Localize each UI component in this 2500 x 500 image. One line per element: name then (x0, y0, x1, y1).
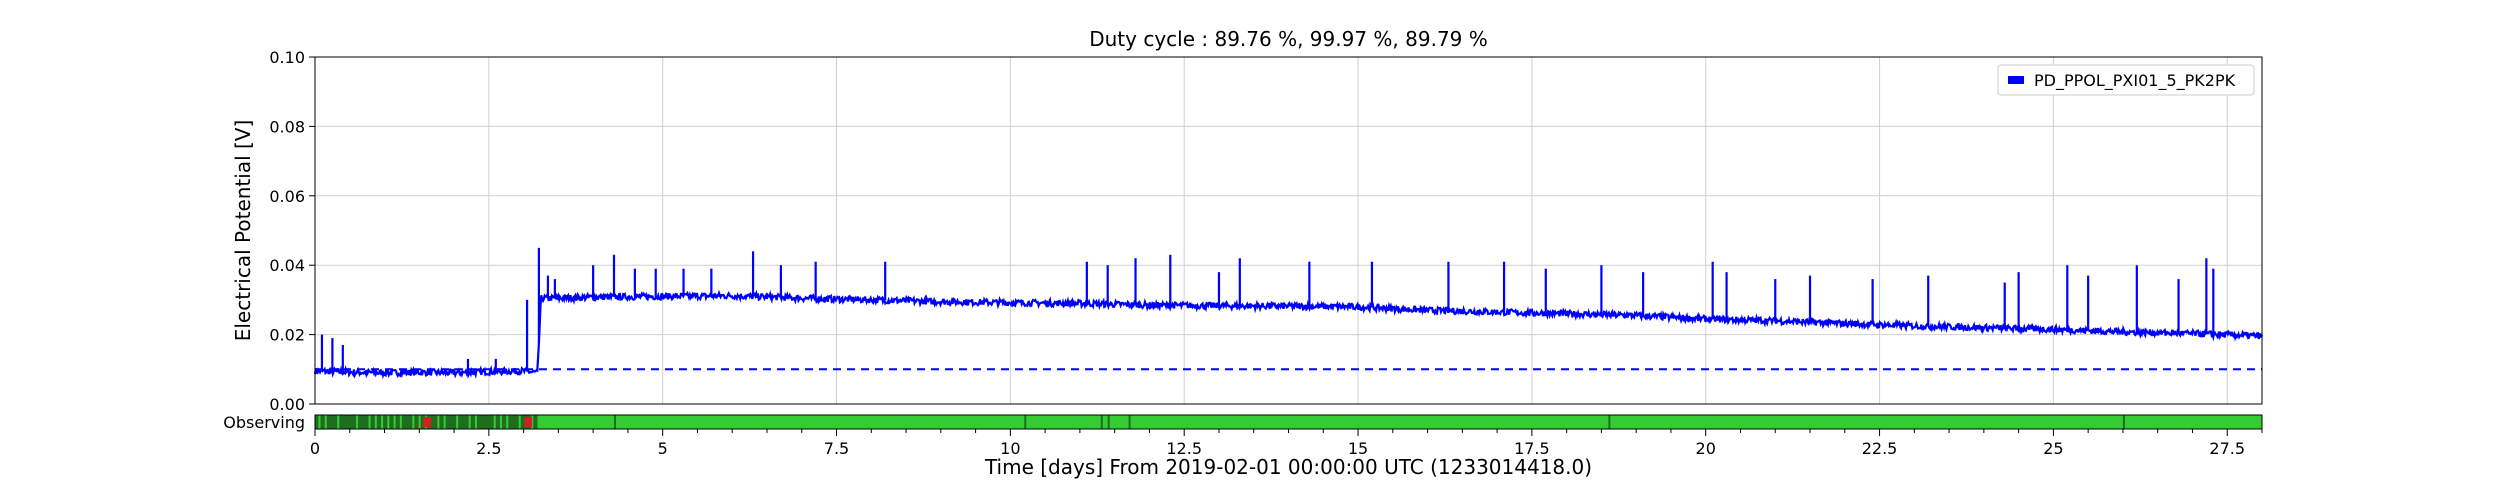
observing-gap (1608, 415, 1611, 429)
x-tick-label: 25 (2043, 439, 2063, 458)
y-tick-label: 0.00 (269, 395, 305, 414)
legend-box (1997, 64, 2255, 96)
observing-flag (423, 417, 432, 427)
x-tick-label: 15 (1348, 439, 1368, 458)
observing-speckle (512, 415, 515, 429)
x-tick-label: 0 (310, 439, 320, 458)
series-group (313, 247, 2264, 380)
series-line (313, 289, 2264, 380)
x-tick-label: 12.5 (1166, 439, 1202, 458)
observing-speckle (474, 415, 477, 429)
observing-bar-frame (314, 414, 2263, 430)
observing-speckle (537, 415, 540, 429)
x-tick-label: 27.5 (2209, 439, 2245, 458)
observing-speckle (406, 415, 409, 429)
observing-speckle (368, 415, 371, 429)
x-tick-label: 5 (658, 439, 668, 458)
observing-state-bar (314, 414, 2263, 430)
observing-speckle (493, 415, 496, 429)
observing-speckle (481, 415, 484, 429)
y-tick-label: 0.02 (269, 326, 305, 345)
observing-gap (614, 415, 617, 429)
x-tick-label: 7.5 (824, 439, 849, 458)
observing-speckle (330, 415, 333, 429)
plot-frame (314, 56, 2263, 405)
observing-speckle (318, 415, 321, 429)
observing-speckle (437, 415, 440, 429)
observing-speckle (374, 415, 377, 429)
observing-gap (1128, 415, 1131, 429)
observing-speckle (337, 415, 340, 429)
y-tick-label: 0.08 (269, 117, 305, 136)
y-tick-label: 0.10 (269, 48, 305, 67)
observing-speckle (324, 415, 327, 429)
observing-speckle (418, 415, 421, 429)
observing-speckle (349, 415, 352, 429)
y-tick-label: 0.04 (269, 256, 305, 275)
observing-speckle (393, 415, 396, 429)
x-axis-label: Time [days] From 2019-02-01 00:00:00 UTC… (984, 455, 1592, 479)
observing-gap (1107, 415, 1110, 429)
observing-speckle (487, 415, 490, 429)
observing-speckle (412, 415, 415, 429)
observing-speckle (431, 415, 434, 429)
observing-speckle (462, 415, 465, 429)
observing-speckle (381, 415, 384, 429)
x-tick-label: 20 (1696, 439, 1716, 458)
observing-speckle (399, 415, 402, 429)
x-tick-label: 22.5 (1862, 439, 1898, 458)
observing-speckle (506, 415, 509, 429)
legend: PD_PPOL_PXI01_5_PK2PK (1997, 64, 2255, 96)
observing-label: Observing (223, 413, 305, 432)
y-axis-label: Electrical Potential [V] (231, 120, 255, 342)
x-axis: 0 2.5 5 7.5 10 12.5 15 17.5 20 22.5 25 27.5 (310, 429, 2263, 458)
x-tick-label: 2.5 (476, 439, 501, 458)
observing-speckle (343, 415, 346, 429)
legend-entry: PD_PPOL_PXI01_5_PK2PK (2034, 71, 2236, 91)
observing-speckle (499, 415, 502, 429)
observing-bar (315, 415, 2262, 429)
observing-speckle (387, 415, 390, 429)
grid (314, 56, 2262, 405)
legend-swatch (2008, 76, 2024, 84)
observing-speckle (468, 415, 471, 429)
chart-title: Duty cycle : 89.76 %, 99.97 %, 89.79 % (1089, 27, 1488, 51)
observing-gap (1024, 415, 1027, 429)
observing-gap (2122, 415, 2125, 429)
observing-speckle (356, 415, 359, 429)
observing-speckle (518, 415, 521, 429)
x-tick-label: 10 (1000, 439, 1020, 458)
y-tick-label: 0.06 (269, 187, 305, 206)
observing-speckle (362, 415, 365, 429)
observing-speckle (531, 415, 534, 429)
observing-speckle (456, 415, 459, 429)
y-axis: 0.00 0.02 0.04 0.06 0.08 0.10 (269, 48, 315, 414)
observing-speckle (449, 415, 452, 429)
x-tick-label: 17.5 (1514, 439, 1550, 458)
observing-speckle (443, 415, 446, 429)
observing-gap (1100, 415, 1103, 429)
observing-flag (524, 417, 533, 427)
